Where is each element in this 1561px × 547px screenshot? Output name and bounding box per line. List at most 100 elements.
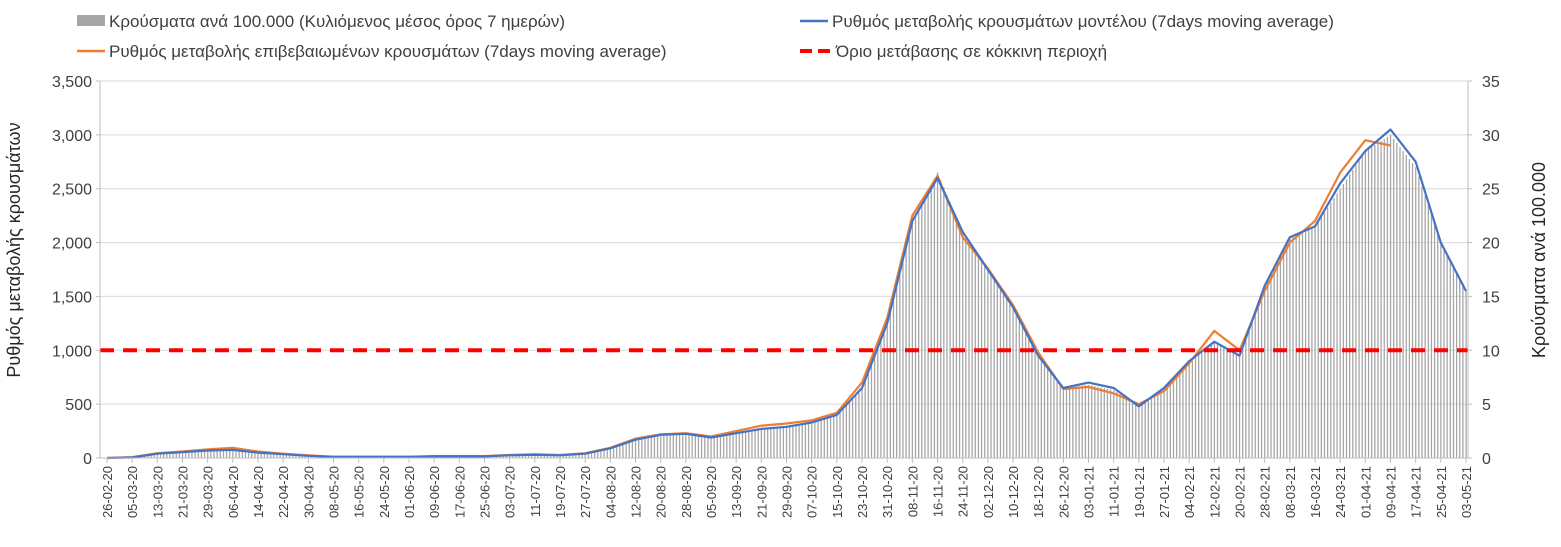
bar	[603, 449, 605, 458]
x-tick-label: 15-10-20	[830, 466, 845, 518]
bar	[1336, 193, 1338, 458]
bar	[908, 233, 910, 458]
bar	[1216, 343, 1219, 458]
legend-label: Ρυθμός μεταβολής κρουσμάτων μοντέλου (7d…	[832, 12, 1334, 31]
y-tick-right: 15	[1482, 289, 1500, 306]
bar	[1430, 214, 1433, 458]
bar	[848, 401, 851, 458]
bar	[156, 453, 159, 458]
x-tick-label: 03-07-20	[503, 466, 518, 518]
x-tick-label: 13-03-20	[150, 466, 165, 518]
bar	[153, 454, 155, 458]
bar	[656, 435, 659, 458]
bar	[902, 259, 904, 458]
bar	[1188, 361, 1190, 458]
bar	[1323, 212, 1326, 458]
bar	[1185, 364, 1187, 458]
bar	[943, 187, 945, 458]
bar	[682, 433, 684, 458]
x-tick-label: 16-11-20	[931, 466, 946, 517]
bar	[1053, 375, 1055, 458]
bar	[697, 435, 700, 458]
bar	[166, 453, 168, 458]
bar	[1141, 404, 1143, 458]
bar	[1031, 343, 1033, 458]
legend-swatch-bar	[77, 15, 105, 26]
x-tick-label: 01-04-21	[1358, 466, 1373, 518]
bar	[200, 450, 203, 458]
bar	[527, 454, 530, 458]
bar	[1289, 237, 1291, 458]
bar	[1361, 155, 1363, 458]
bar	[663, 434, 665, 458]
y-tick-right: 30	[1482, 128, 1500, 145]
bar	[1389, 134, 1392, 458]
bar	[518, 455, 520, 458]
bar	[292, 454, 294, 458]
bar	[861, 387, 863, 458]
y-tick-left: 2,500	[52, 182, 92, 199]
bar	[707, 437, 709, 458]
x-tick-label: 28-02-21	[1258, 466, 1273, 518]
bar	[1304, 230, 1307, 458]
bar	[729, 434, 731, 458]
bar	[619, 445, 621, 458]
x-tick-label: 23-10-20	[855, 466, 870, 518]
x-tick-label: 17-06-20	[452, 466, 467, 518]
bar	[1153, 394, 1156, 458]
bar	[1386, 136, 1389, 459]
bar	[1298, 233, 1300, 458]
bar	[713, 436, 715, 458]
bar	[298, 455, 300, 458]
x-tick-label: 28-08-20	[679, 466, 694, 518]
bar	[616, 446, 618, 458]
y-tick-left: 1,500	[52, 289, 92, 306]
bar	[222, 450, 225, 458]
bar	[1383, 138, 1385, 458]
bar	[1191, 358, 1194, 458]
y-tick-right: 5	[1482, 397, 1491, 414]
bar	[219, 450, 221, 458]
bar	[918, 208, 920, 458]
bar	[745, 431, 747, 458]
x-tick-label: 27-01-21	[1157, 466, 1172, 518]
x-tick-label: 21-03-20	[176, 466, 191, 518]
bar	[1396, 142, 1398, 458]
bar	[1204, 348, 1206, 458]
bar	[896, 284, 898, 458]
bar	[191, 451, 193, 458]
x-tick-label: 26-12-20	[1056, 466, 1071, 518]
bar	[1062, 387, 1065, 458]
bar	[1220, 345, 1222, 458]
bar	[285, 454, 288, 458]
x-tick-label: 11-07-20	[528, 466, 543, 517]
x-tick-label: 24-03-21	[1333, 466, 1348, 518]
y-tick-left: 3,500	[52, 74, 92, 91]
bar	[1254, 311, 1256, 458]
axes: 0 0 500 5 1,000 10 1,500 15 2,000 20 2,500 25 3,000 3…	[52, 74, 1500, 518]
bar	[1150, 397, 1153, 458]
x-tick-label: 05-03-20	[125, 466, 140, 518]
bar	[1358, 160, 1360, 459]
bar	[260, 452, 262, 458]
bar	[1138, 406, 1140, 458]
bar	[936, 172, 939, 459]
bar	[754, 429, 756, 458]
bar	[647, 437, 649, 458]
x-tick-label: 19-01-21	[1132, 466, 1147, 518]
bar	[169, 452, 171, 458]
bar	[1081, 385, 1083, 458]
bar	[1371, 146, 1373, 458]
bar	[880, 339, 882, 458]
bar	[594, 451, 596, 458]
bar	[691, 434, 693, 458]
bar	[1264, 285, 1266, 458]
bar	[675, 434, 678, 458]
bar	[1207, 346, 1209, 458]
bar	[886, 323, 888, 458]
bar	[1002, 293, 1005, 458]
bar	[650, 436, 652, 458]
bar	[524, 454, 527, 458]
bar	[1172, 377, 1175, 458]
bar	[710, 437, 712, 458]
